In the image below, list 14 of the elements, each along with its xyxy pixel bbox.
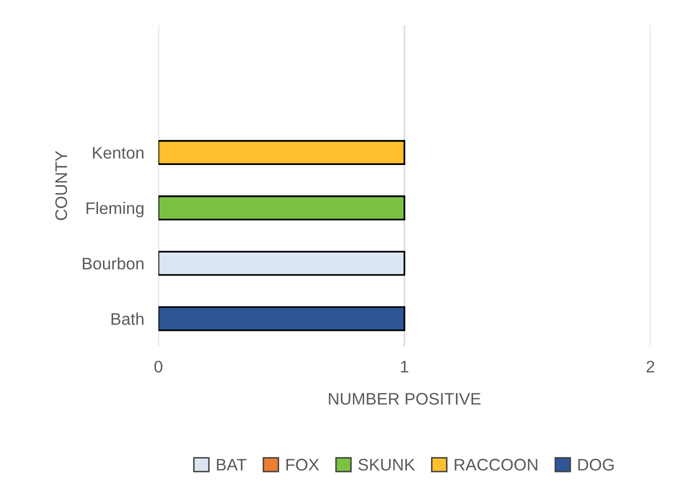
y-tick-label: Kenton (93, 147, 144, 159)
legend-label: RACCOON (454, 458, 538, 471)
x-axis-title: NUMBER POSITIVE (328, 392, 481, 405)
legend-label: SKUNK (358, 458, 415, 471)
legend-label: FOX (286, 458, 319, 471)
y-tick-label: Bourbon (82, 257, 144, 270)
x-tick-label: 2 (646, 360, 654, 372)
y-axis-title: COUNTY (55, 150, 68, 220)
y-tick-label: Bath (112, 312, 144, 325)
x-tick-label: 0 (154, 360, 162, 373)
x-tick-label: 1 (401, 360, 408, 372)
legend-label: BAT (216, 458, 246, 470)
legend-label: DOG (578, 458, 614, 471)
y-tick-label: Fleming (86, 202, 144, 218)
